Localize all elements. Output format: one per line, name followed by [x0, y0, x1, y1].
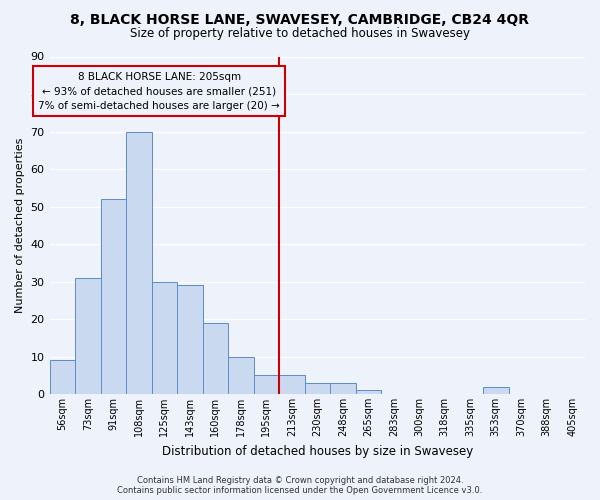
Text: Contains HM Land Registry data © Crown copyright and database right 2024.
Contai: Contains HM Land Registry data © Crown c…	[118, 476, 482, 495]
Text: 8, BLACK HORSE LANE, SWAVESEY, CAMBRIDGE, CB24 4QR: 8, BLACK HORSE LANE, SWAVESEY, CAMBRIDGE…	[71, 12, 530, 26]
Bar	[330, 383, 356, 394]
Bar	[50, 360, 75, 394]
Bar	[483, 386, 509, 394]
Bar	[254, 376, 279, 394]
Bar	[228, 356, 254, 394]
Bar	[152, 282, 177, 394]
Bar	[305, 383, 330, 394]
X-axis label: Distribution of detached houses by size in Swavesey: Distribution of detached houses by size …	[161, 444, 473, 458]
Bar	[126, 132, 152, 394]
Bar	[101, 199, 126, 394]
Text: Size of property relative to detached houses in Swavesey: Size of property relative to detached ho…	[130, 28, 470, 40]
Y-axis label: Number of detached properties: Number of detached properties	[15, 138, 25, 313]
Bar	[75, 278, 101, 394]
Bar	[203, 323, 228, 394]
Bar	[356, 390, 381, 394]
Bar	[279, 376, 305, 394]
Text: 8 BLACK HORSE LANE: 205sqm
← 93% of detached houses are smaller (251)
7% of semi: 8 BLACK HORSE LANE: 205sqm ← 93% of deta…	[38, 72, 280, 111]
Bar	[177, 286, 203, 394]
